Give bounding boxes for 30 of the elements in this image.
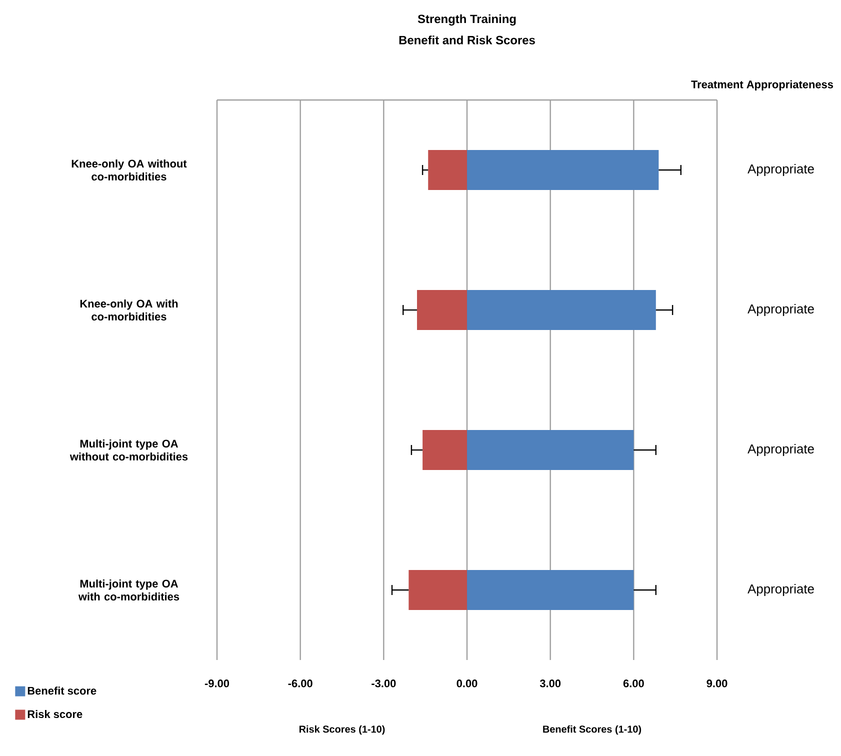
x-tick-label: 3.00 bbox=[540, 680, 561, 688]
y-tick-label: Knee-only OA with co-morbidities bbox=[80, 300, 178, 321]
text: Benefit Scores (1-10) bbox=[543, 725, 642, 735]
text: Appropriate bbox=[748, 444, 814, 456]
y-tick-label: Multi-joint type OA with co-morbidities bbox=[78, 580, 180, 601]
x-tick-label: -3.00 bbox=[372, 680, 396, 688]
x-tick-label: -9.00 bbox=[204, 680, 230, 688]
bar bbox=[467, 150, 659, 190]
text: Appropriate bbox=[748, 164, 814, 176]
text: Appropriate bbox=[748, 304, 814, 316]
bar bbox=[408, 570, 468, 610]
chart-title: Strength Training bbox=[418, 14, 516, 26]
text: Treatment Appropriateness bbox=[691, 80, 834, 90]
y-tick-label: Multi-joint type OA without co-morbidities bbox=[70, 440, 188, 461]
legend-label: Benefit score bbox=[28, 686, 96, 695]
x-tick-label: -6.00 bbox=[288, 680, 312, 688]
y-tick-label: Knee-only OA without co-morbidities bbox=[72, 160, 187, 181]
chart-subtitle: Benefit and Risk Scores bbox=[399, 36, 535, 44]
text: Appropriate bbox=[748, 584, 814, 596]
x-tick-label: 0.00 bbox=[456, 680, 478, 688]
legend-label: Risk score bbox=[28, 710, 82, 718]
x-tick-label: 9.00 bbox=[706, 680, 728, 688]
bar bbox=[417, 290, 468, 330]
x-tick-label: 6.00 bbox=[623, 680, 644, 688]
bar bbox=[467, 290, 656, 330]
text: Risk Scores (1-10) bbox=[299, 725, 385, 735]
bar bbox=[467, 570, 634, 610]
bar bbox=[467, 430, 634, 470]
bar bbox=[422, 430, 468, 470]
bar bbox=[428, 150, 468, 190]
